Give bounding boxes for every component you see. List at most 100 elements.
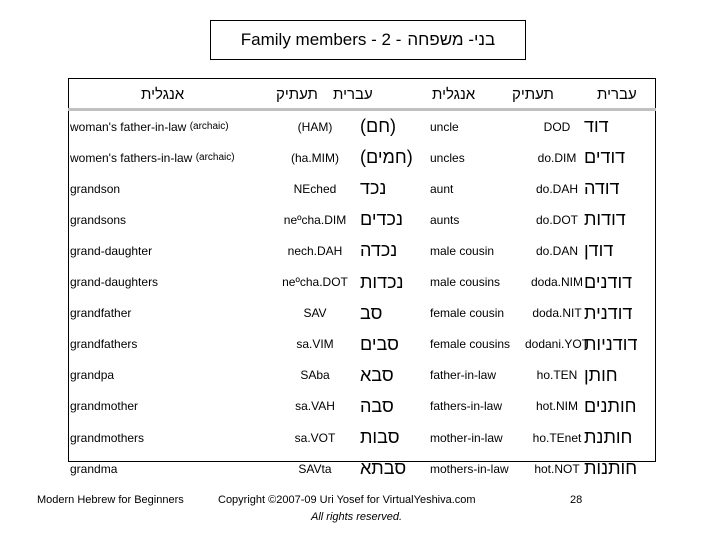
transliteration: do.DOT: [535, 212, 578, 227]
transliteration: (HAM): [297, 119, 333, 134]
table-row: woman's father-in-law (archaic) (HAM) (חם)…: [68, 111, 656, 142]
page-number: 28: [570, 494, 583, 506]
transliteration: do.DIM: [537, 150, 577, 165]
transliteration: doda.NIT: [532, 306, 582, 321]
transliteration: SAV: [303, 306, 327, 321]
hebrew-term: חותן: [584, 364, 618, 385]
hebrew-term: סב: [360, 302, 383, 323]
hebrew-term: נכדים: [360, 209, 403, 230]
table-row: grand-daughters neºcha.DOT נכדות male cous…: [68, 267, 656, 298]
hebrew-term: דודים: [584, 147, 626, 168]
transliteration: hot.NIM: [535, 399, 578, 414]
footer-course: Modern Hebrew for Beginners: [37, 494, 184, 506]
title-english: Family members - 2 -: [240, 30, 402, 49]
english-term: women's fathers-in-law (archaic): [70, 150, 235, 165]
archaic-note: (archaic): [195, 152, 235, 164]
english-term: grandmother: [70, 399, 139, 414]
transliteration: doda.NIM: [530, 275, 584, 289]
transliteration: neºcha.DIM: [283, 212, 347, 227]
header-right-hebrew: עברית: [597, 86, 637, 103]
english-term: father-in-law: [430, 368, 497, 383]
english-term: female cousins: [430, 337, 511, 352]
english-term: fathers-in-law: [430, 399, 503, 414]
table-row: grandsons neºcha.DIM נכדים aunts do.DOT דודו…: [68, 204, 656, 235]
hebrew-term: נכדות: [360, 271, 404, 292]
hebrew-term: דודנים: [584, 271, 633, 292]
hebrew-term: דודניות: [584, 333, 638, 354]
english-term: grandmothers: [70, 430, 145, 445]
hebrew-term: דודנית: [584, 302, 633, 323]
english-term: woman's father-in-law (archaic): [70, 119, 229, 134]
hebrew-term: (חמים): [360, 147, 413, 168]
footer-rights: All rights reserved.: [311, 511, 403, 523]
header-left-translit: תעתיק: [276, 86, 318, 103]
header-left-english: אנגלית: [141, 86, 185, 103]
slide-title: Family members - 2 - בני- משפחה: [210, 20, 526, 60]
english-term: grandfathers: [70, 337, 138, 352]
english-term: uncles: [430, 150, 465, 165]
transliteration: dodani.YOT: [524, 337, 590, 352]
hebrew-term: נכדה: [360, 240, 398, 261]
english-term: mothers-in-law: [430, 461, 509, 476]
table-row: grandson NEched נכד aunt do.DAH דודה: [68, 173, 656, 204]
table-row: grandma SAVta סבתא mothers-in-law hot.NOT חו…: [68, 453, 656, 484]
table-row: grandfather SAV סב female cousin doda.NIT דו…: [68, 298, 656, 329]
english-term: grand-daughters: [70, 275, 159, 289]
transliteration: sa.VOT: [294, 430, 336, 445]
hebrew-term: סבה: [360, 395, 394, 416]
hebrew-term: חותנים: [584, 395, 637, 416]
hebrew-term: חותנת: [584, 427, 633, 447]
hebrew-term: סבא: [360, 364, 394, 385]
transliteration: hot.NOT: [534, 461, 580, 476]
header-right-english: אנגלית: [432, 86, 476, 103]
english-term: grandpa: [70, 368, 115, 383]
table-row: women's fathers-in-law (archaic) (ha.MIM)…: [68, 142, 656, 173]
archaic-note: (archaic): [189, 121, 229, 132]
transliteration: neºcha.DOT: [282, 275, 348, 289]
transliteration: NEched: [293, 181, 337, 196]
transliteration: do.DAH: [535, 181, 579, 196]
table-row: grandpa SAba סבא father-in-law ho.TEN חותן: [68, 360, 656, 391]
english-term: grandfather: [70, 306, 132, 321]
table-row: grand-daughter nech.DAH נכדה male cousin do…: [68, 235, 656, 266]
transliteration: SAVta: [298, 461, 332, 476]
hebrew-term: (חם): [360, 116, 397, 136]
header-left-hebrew: עברית: [333, 86, 373, 103]
transliteration: ho.TEnet: [532, 430, 582, 445]
transliteration: sa.VIM: [296, 337, 334, 352]
english-term: uncle: [430, 119, 459, 134]
header-right-translit: תעתיק: [512, 86, 554, 103]
hebrew-term: דוד: [584, 116, 609, 136]
english-term: grand-daughter: [70, 243, 153, 258]
english-term: male cousins: [430, 275, 501, 289]
table-row: grandmother sa.VAH סבה fathers-in-law hot.N…: [68, 391, 656, 422]
english-term: grandson: [70, 181, 121, 196]
english-term: aunt: [430, 181, 454, 196]
hebrew-term: סבים: [360, 333, 399, 354]
english-term: male cousin: [430, 243, 495, 258]
hebrew-term: סבתא: [360, 458, 407, 479]
hebrew-term: נכד: [360, 178, 387, 199]
hebrew-term: דודן: [584, 240, 614, 261]
transliteration: DOD: [543, 119, 571, 134]
transliteration: (ha.MIM): [291, 150, 339, 165]
table-row: grandfathers sa.VIM סבים female cousins dod…: [68, 329, 656, 360]
header-divider: [68, 108, 656, 111]
hebrew-term: דודות: [584, 209, 626, 230]
footer-copyright: Copyright ©2007-09 Uri Yosef for Virtual…: [218, 494, 476, 506]
hebrew-term: סבות: [360, 427, 400, 447]
english-term: mother-in-law: [430, 430, 503, 445]
english-term: female cousin: [430, 306, 505, 321]
transliteration: sa.VAH: [295, 399, 335, 414]
hebrew-term: דודה: [584, 178, 620, 199]
english-term: grandma: [70, 461, 118, 476]
vocabulary-table: [68, 78, 656, 462]
transliteration: do.DAN: [535, 243, 579, 258]
transliteration: ho.TEN: [536, 368, 578, 383]
hebrew-term: חותנות: [584, 458, 638, 479]
title-hebrew: בני- משפחה: [407, 30, 496, 49]
english-term: aunts: [430, 212, 460, 227]
english-term: grandsons: [70, 212, 127, 227]
table-row: grandmothers sa.VOT סבות mother-in-law ho.T…: [68, 422, 656, 453]
transliteration: nech.DAH: [287, 243, 343, 258]
